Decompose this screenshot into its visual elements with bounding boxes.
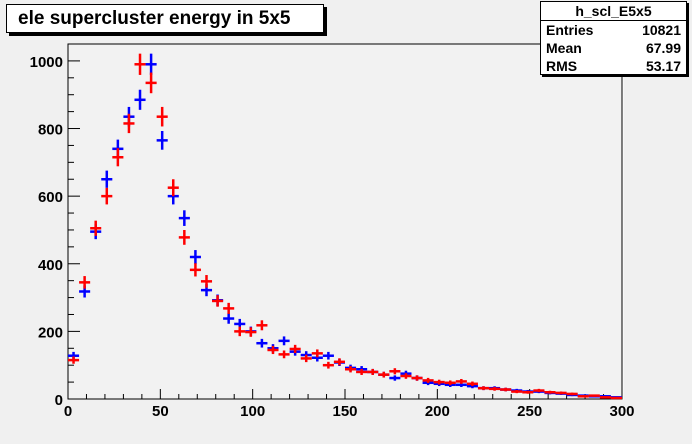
stats-label: Mean — [546, 40, 582, 56]
data-point — [466, 381, 478, 387]
stats-label: RMS — [546, 58, 578, 74]
data-point — [156, 131, 168, 150]
data-point — [400, 373, 412, 379]
data-point — [411, 375, 423, 381]
data-point — [112, 148, 124, 167]
data-point — [311, 349, 323, 358]
data-point — [256, 338, 268, 348]
data-point — [101, 170, 113, 188]
chart-title-box: ele supercluster energy in 5x5 — [6, 4, 324, 33]
data-point — [189, 250, 201, 264]
series-1 — [68, 53, 622, 400]
y-tick-label: 0 — [55, 392, 63, 409]
data-point — [522, 390, 534, 394]
data-point — [333, 358, 345, 366]
data-point — [577, 395, 589, 398]
data-point — [101, 187, 113, 205]
stats-value: 67.99 — [645, 40, 681, 56]
data-point — [79, 276, 91, 289]
data-point — [145, 72, 157, 94]
data-point — [477, 386, 490, 391]
data-point — [278, 350, 290, 359]
data-point — [455, 378, 467, 384]
data-point — [178, 210, 190, 226]
data-point — [500, 387, 512, 392]
y-tick-label: 200 — [38, 324, 63, 341]
data-point — [389, 375, 401, 381]
y-tick-label: 1000 — [30, 54, 63, 71]
data-point — [322, 351, 334, 360]
data-point — [544, 390, 556, 394]
data-point — [345, 366, 357, 373]
data-point — [200, 275, 213, 288]
data-point — [123, 113, 135, 134]
stats-value: 10821 — [642, 22, 681, 38]
y-tick-label: 800 — [38, 122, 63, 139]
data-point — [433, 379, 445, 385]
plot-area — [67, 43, 623, 400]
data-point — [223, 302, 235, 314]
stats-value: 53.17 — [645, 58, 681, 74]
data-point — [356, 368, 368, 375]
data-point — [178, 229, 190, 245]
data-point — [267, 345, 279, 355]
stats-label: Entries — [546, 22, 594, 38]
x-tick-label: 0 — [64, 403, 72, 420]
data-point — [234, 326, 246, 337]
y-tick-label: 600 — [38, 189, 63, 206]
data-point — [599, 396, 611, 399]
data-point — [444, 380, 456, 386]
data-point — [167, 179, 179, 197]
chart-title: ele supercluster energy in 5x5 — [18, 8, 291, 29]
data-point — [367, 368, 379, 375]
x-tick-label: 200 — [425, 403, 450, 420]
stats-histogram-name: h_scl_E5x5 — [541, 2, 686, 21]
stats-row-mean: Mean 67.99 — [541, 39, 686, 57]
data-point — [90, 220, 102, 236]
stats-row-rms: RMS 53.17 — [541, 57, 686, 75]
data-point — [245, 327, 257, 337]
data-point — [256, 320, 268, 331]
statistics-box: h_scl_E5x5 Entries 10821 Mean 67.99 RMS … — [540, 1, 687, 75]
data-point — [610, 396, 622, 400]
data-point — [533, 388, 545, 393]
data-point — [588, 394, 600, 397]
data-point — [134, 53, 146, 75]
data-point — [566, 392, 578, 396]
data-point — [489, 387, 501, 391]
data-point — [278, 336, 290, 346]
data-point — [378, 371, 390, 378]
x-tick-label: 100 — [240, 403, 265, 420]
data-point — [223, 313, 235, 324]
data-point — [322, 361, 334, 369]
data-point — [422, 377, 434, 383]
data-point — [300, 354, 312, 363]
data-point — [68, 356, 80, 364]
data-point — [289, 344, 301, 354]
data-point — [145, 53, 157, 75]
stats-row-entries: Entries 10821 — [541, 21, 686, 39]
data-point — [212, 295, 224, 307]
data-point — [134, 89, 146, 110]
data-point — [511, 389, 523, 394]
x-tick-label: 150 — [332, 403, 357, 420]
data-point — [189, 263, 201, 277]
y-tick-label: 400 — [38, 257, 63, 274]
data-point — [555, 391, 567, 395]
x-tick-label: 250 — [517, 403, 542, 420]
data-point — [156, 106, 168, 127]
data-point — [389, 368, 401, 375]
x-tick-label: 50 — [152, 403, 169, 420]
x-tick-label: 300 — [609, 403, 634, 420]
